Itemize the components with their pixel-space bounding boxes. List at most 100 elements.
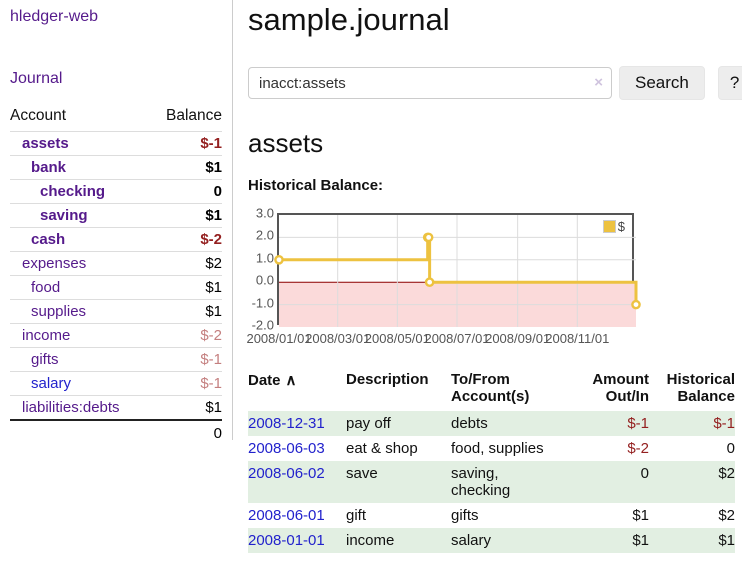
account-balance: $-2 — [150, 323, 222, 348]
transaction-accounts: debts — [451, 411, 584, 436]
account-row: expenses $2 — [10, 251, 222, 276]
main-content: sample.journal × Search ? assets Histori… — [246, 0, 742, 553]
transaction-balance: 0 — [726, 440, 735, 457]
app-title: hledger-web — [0, 8, 232, 26]
transaction-balance: $1 — [649, 528, 735, 553]
transaction-accounts: food, supplies — [451, 440, 544, 457]
transaction-accounts: gifts — [451, 507, 479, 524]
account-row: income $-2 — [10, 323, 222, 348]
transaction-description: pay off — [346, 411, 451, 436]
account-link-salary[interactable]: salary — [31, 375, 72, 392]
transaction-description: income — [346, 528, 451, 553]
account-balance: $-1 — [150, 131, 222, 156]
sidebar-item-journal[interactable]: Journal — [10, 70, 63, 87]
x-tick-label: 2008/07/01 — [424, 331, 490, 346]
account-row: checking 0 — [10, 179, 222, 204]
x-tick-label: 2008/09/01 — [485, 331, 551, 346]
table-row: 2008-12-31 pay off debts $-1 $-1 — [248, 411, 735, 436]
account-row: gifts $-1 — [10, 347, 222, 372]
account-link-food[interactable]: food — [31, 279, 61, 296]
transaction-amount: 0 — [584, 461, 649, 503]
account-row: salary $-1 — [10, 371, 222, 396]
transaction-balance: $2 — [649, 461, 735, 503]
transaction-amount: $-1 — [584, 411, 649, 436]
sort-ascending-icon: ∧ — [285, 372, 297, 389]
y-tick-label: 3.0 — [255, 205, 274, 221]
x-tick-label: 2008/01/01 — [246, 331, 312, 346]
account-link-cash[interactable]: cash — [31, 231, 66, 248]
account-balance: $1 — [150, 299, 222, 324]
account-link-liabilities-debts[interactable]: liabilities:debts — [22, 399, 120, 416]
account-row: saving $1 — [10, 203, 222, 228]
chart-plot: $ — [274, 213, 641, 327]
accounts-header-account: Account — [10, 107, 67, 124]
x-tick-label: 2008/05/01 — [364, 331, 430, 346]
legend-swatch — [602, 220, 616, 233]
chart-canvas — [274, 215, 641, 327]
data-point-marker — [631, 299, 641, 310]
accounts-table: Account Balance assets $-1 bank $1 check… — [10, 105, 222, 445]
account-heading: assets — [248, 128, 324, 158]
data-point-marker — [274, 255, 284, 265]
data-point-marker — [424, 277, 435, 287]
y-tick-label: -2.0 — [251, 317, 274, 333]
account-link-saving[interactable]: saving — [40, 207, 88, 224]
search-button[interactable]: Search — [619, 66, 705, 100]
header-amount: Amount Out/In — [592, 371, 649, 405]
table-row: 2008-01-01 income salary $1 $1 — [248, 528, 735, 553]
account-row: cash $-2 — [10, 227, 222, 252]
table-row: 2008-06-03 eat & shop food, supplies $-2… — [248, 436, 735, 461]
y-tick-label: -1.0 — [251, 295, 274, 311]
transaction-date-link[interactable]: 2008-06-03 — [248, 440, 325, 457]
account-link-expenses[interactable]: expenses — [22, 255, 87, 272]
account-balance: $1 — [150, 155, 222, 180]
account-link-supplies[interactable]: supplies — [31, 303, 87, 320]
account-link-checking[interactable]: checking — [40, 183, 106, 200]
transaction-description: save — [346, 461, 451, 503]
account-balance: $1 — [150, 275, 222, 300]
data-point-marker — [423, 232, 434, 243]
header-accounts: To/From Account(s) — [451, 371, 530, 405]
search-input[interactable] — [248, 67, 612, 99]
sidebar: hledger-web Journal Account Balance asse… — [0, 0, 233, 445]
account-balance: $2 — [150, 251, 222, 276]
help-button[interactable]: ? — [717, 66, 742, 100]
clear-search-icon[interactable]: × — [594, 74, 603, 91]
account-row: supplies $1 — [10, 299, 222, 324]
header-balance: Historical Balance — [666, 371, 735, 405]
transaction-balance: $2 — [718, 507, 735, 524]
accounts-total-row: 0 — [10, 419, 222, 445]
page-title: sample.journal — [248, 2, 450, 37]
historical-balance-chart: $ 3.0 2.0 1.0 0.0 -1.0 -2.0 2008/01/01 2008/03/… — [246, 206, 668, 351]
nav-journal: Journal — [0, 70, 232, 88]
search-box: × — [248, 67, 612, 99]
chart-title: Historical Balance: — [248, 177, 384, 194]
register-header-row: Date ∧ Description To/From Account(s) Amo… — [248, 369, 735, 411]
account-row: bank $1 — [10, 155, 222, 180]
account-row: food $1 — [10, 275, 222, 300]
account-link-assets[interactable]: assets — [22, 135, 69, 152]
transaction-balance: $-1 — [649, 411, 735, 436]
account-balance: $1 — [150, 203, 222, 228]
account-balance: $1 — [150, 395, 222, 420]
y-tick-label: 2.0 — [255, 227, 274, 243]
account-link-gifts[interactable]: gifts — [31, 351, 59, 368]
transaction-date-link[interactable]: 2008-06-02 — [248, 465, 325, 482]
account-link-bank[interactable]: bank — [31, 159, 67, 176]
transaction-amount: $-2 — [627, 440, 649, 457]
legend-label: $ — [617, 219, 625, 234]
account-link-income[interactable]: income — [22, 327, 71, 344]
y-tick-label: 0.0 — [255, 272, 274, 288]
chart-legend: $ — [602, 219, 625, 234]
transaction-date-link[interactable]: 2008-12-31 — [248, 415, 325, 432]
search-form: × Search ? — [248, 66, 742, 100]
accounts-header-balance: Balance — [165, 107, 222, 124]
register-table: Date ∧ Description To/From Account(s) Amo… — [248, 369, 735, 553]
app-title-link[interactable]: hledger-web — [10, 8, 99, 25]
account-row: assets $-1 — [10, 131, 222, 156]
y-tick-label: 1.0 — [255, 250, 274, 266]
x-tick-label: 2008/03/01 — [305, 331, 371, 346]
header-date[interactable]: Date ∧ — [248, 372, 297, 389]
transaction-date-link[interactable]: 2008-01-01 — [248, 532, 325, 549]
transaction-date-link[interactable]: 2008-06-01 — [248, 507, 325, 524]
